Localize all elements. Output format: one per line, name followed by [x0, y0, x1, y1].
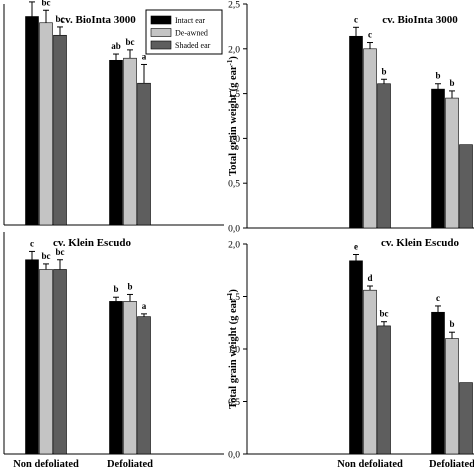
significance-letter: a — [142, 301, 147, 311]
significance-letter: c — [354, 14, 358, 24]
significance-letter: b — [381, 66, 386, 76]
significance-letter: c — [368, 30, 372, 40]
bar — [53, 34, 67, 226]
significance-letter: e — [354, 242, 358, 252]
y-tick-label: 2,5 — [228, 1, 240, 11]
significance-letter: a — [142, 51, 147, 61]
y-tick-label: 0,0 — [228, 451, 240, 461]
y-tick-label: 1,0 — [228, 346, 240, 356]
significance-letter: bc — [42, 251, 51, 261]
significance-letter: b — [449, 78, 454, 88]
y-tick-label: 2,0 — [228, 241, 240, 251]
y-axis-label: Total grain weight (g ear-1) — [226, 56, 239, 176]
bar — [137, 316, 151, 455]
bar — [25, 259, 39, 455]
y-axis-label: Total grain weight (g ear-1) — [226, 289, 239, 409]
bar — [459, 144, 473, 229]
legend-label: Intact ear — [175, 16, 205, 25]
legend-swatch — [150, 15, 172, 25]
y-tick-label: 0,5 — [228, 398, 240, 408]
bar — [431, 88, 445, 229]
bar — [349, 260, 363, 455]
bar — [123, 57, 137, 226]
bar — [459, 382, 473, 455]
y-tick-label: 1,0 — [228, 135, 240, 145]
panel-title: cv. BioInta 3000 — [382, 14, 458, 26]
significance-letter: b — [113, 284, 118, 294]
bar — [39, 269, 53, 455]
legend-swatch — [150, 28, 172, 37]
significance-letter: bc — [42, 0, 51, 7]
chart-panel-3: 0,0 0,5 1,0 1,5 2,0 2,5 Total grain weight (g … — [226, 1, 474, 235]
significance-letter: ab — [111, 41, 121, 51]
y-tick-label: 1,5 — [228, 90, 240, 100]
bar — [25, 16, 39, 226]
legend-swatch — [150, 40, 172, 50]
bar — [377, 83, 391, 229]
bar — [137, 82, 151, 226]
y-tick-label: 2,0 — [228, 45, 240, 55]
bar — [445, 338, 459, 455]
y-tick-label: 0,0 — [228, 225, 240, 235]
bar — [363, 48, 377, 229]
bar — [377, 325, 391, 455]
significance-letter: b — [435, 71, 440, 81]
chart-panel-4: 0,0 0,5 1,0 1,5 2,0 Total grain weight (g ear… — [226, 237, 474, 470]
category-label: Non defoliated — [337, 459, 403, 470]
bar — [123, 301, 137, 455]
significance-letter: bc — [380, 309, 389, 319]
significance-letter: b — [449, 319, 454, 329]
panel-title: cv. Klein Escudo — [381, 237, 459, 249]
significance-letter: bc — [126, 37, 135, 47]
significance-letter: d — [367, 273, 372, 283]
category-label: Non defoliated — [13, 459, 79, 470]
bar — [53, 269, 67, 455]
significance-letter: bc — [56, 247, 65, 257]
bar — [363, 289, 377, 455]
bar — [349, 35, 363, 229]
bar — [445, 97, 459, 229]
y-tick-label: 1,5 — [228, 293, 240, 303]
significance-letter: bc — [56, 14, 65, 24]
y-tick-label: 0,5 — [228, 180, 240, 190]
bar — [39, 22, 53, 226]
chart-panel-1: cbcbcabbcacv. BioInta 3000 — [3, 0, 224, 226]
panel-title: cv. Klein Escudo — [53, 237, 131, 249]
bar — [109, 301, 123, 455]
significance-letter: c — [436, 293, 440, 303]
significance-letter: b — [127, 281, 132, 291]
category-label: Defoliated — [429, 459, 474, 470]
bar — [431, 311, 445, 455]
panel-title: cv. BioInta 3000 — [60, 14, 136, 26]
legend-label: De-awned — [175, 29, 208, 38]
bar — [109, 59, 123, 226]
category-label: Defoliated — [107, 459, 153, 470]
legend: Intact ear De-awned Shaded ear — [145, 9, 223, 55]
legend-label: Shaded ear — [175, 41, 211, 50]
significance-letter: c — [30, 238, 34, 248]
